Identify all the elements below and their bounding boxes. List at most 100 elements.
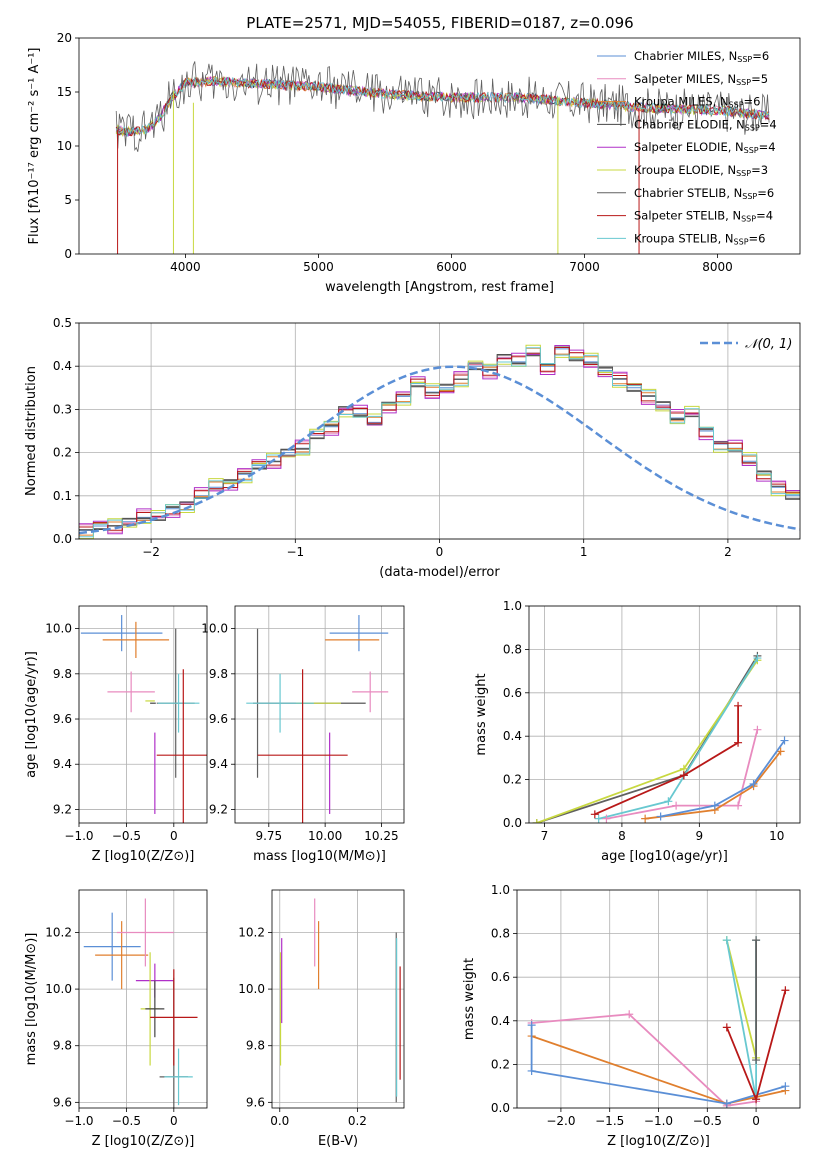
x-tick-label: −1 bbox=[286, 545, 304, 559]
errorbar-point bbox=[257, 669, 348, 823]
weight-series-3 bbox=[594, 705, 739, 816]
weight-marker bbox=[722, 936, 731, 945]
errorbar-point bbox=[116, 898, 174, 967]
y-tick-label: 10 bbox=[57, 139, 72, 153]
y-tick-label: 9.8 bbox=[246, 1039, 265, 1053]
x-axis-label: E(B-V) bbox=[318, 1134, 358, 1149]
histogram-series-7 bbox=[79, 347, 800, 531]
y-tick-label: 9.2 bbox=[209, 802, 228, 816]
y-tick-label: 9.4 bbox=[53, 757, 72, 771]
errorbar-point bbox=[80, 615, 163, 652]
y-tick-label: 0.8 bbox=[491, 927, 510, 941]
y-tick-label: 0.8 bbox=[503, 642, 522, 656]
weight-marker bbox=[602, 814, 611, 823]
y-tick-label: 0.6 bbox=[503, 686, 522, 700]
x-tick-label: 2 bbox=[724, 545, 732, 559]
y-tick-label: 0.2 bbox=[491, 1057, 510, 1071]
y-tick-label: 9.6 bbox=[53, 712, 72, 726]
axes-frame bbox=[271, 889, 405, 1109]
y-tick-label: 0.2 bbox=[53, 446, 72, 460]
errorbar-point bbox=[95, 921, 149, 990]
weight-series-6 bbox=[660, 739, 786, 818]
y-axis-label: mass [log10(M/M⊙)] bbox=[24, 933, 39, 1066]
plot-area bbox=[79, 344, 800, 539]
legend-label-1: Salpeter MILES, NSSP=5 bbox=[634, 72, 768, 87]
x-tick-label: 0 bbox=[436, 545, 444, 559]
x-tick-label: 9 bbox=[696, 829, 704, 843]
x-axis-label: mass [log10(M/M⊙)] bbox=[253, 849, 386, 864]
weight-marker bbox=[780, 736, 789, 745]
legend-label-0: Chabrier MILES, NSSP=6 bbox=[634, 49, 769, 64]
y-tick-label: 0.0 bbox=[503, 816, 522, 830]
x-axis-label: (data-model)/error bbox=[379, 565, 500, 580]
y-tick-label: 10.2 bbox=[45, 925, 72, 939]
x-tick-label: 0 bbox=[170, 829, 178, 843]
x-axis-label: Z [log10(Z/Z⊙)] bbox=[92, 849, 195, 864]
plot-area bbox=[246, 615, 389, 823]
y-tick-label: 10.0 bbox=[238, 982, 265, 996]
y-tick-label: 0.5 bbox=[53, 316, 72, 330]
weight-marker bbox=[679, 771, 688, 780]
figure-title: PLATE=2571, MJD=54055, FIBERID=0187, z=0… bbox=[246, 14, 633, 32]
y-tick-label: 0.3 bbox=[53, 402, 72, 416]
x-tick-label: 10.25 bbox=[364, 829, 398, 843]
histogram-series-8 bbox=[79, 347, 800, 538]
x-tick-label: 8000 bbox=[702, 260, 733, 274]
y-axis-label: Flux [fλ10⁻¹⁷ erg cm⁻² s⁻¹ A⁻¹] bbox=[27, 48, 42, 245]
panel-residual-histogram: 𝒩(0, 1) −2 −1 0 1 2 0.0 0.1 0.2 0.3 0.4 0.5 (data-mo… bbox=[24, 316, 801, 580]
legend-label-4: Salpeter ELODIE, NSSP=4 bbox=[634, 140, 776, 155]
x-tick-label: −0.5 bbox=[112, 829, 141, 843]
x-tick-label: 4000 bbox=[170, 260, 201, 274]
weight-marker bbox=[625, 1010, 634, 1019]
x-tick-label: −0.5 bbox=[112, 1114, 141, 1128]
y-tick-label: 0.4 bbox=[53, 359, 72, 373]
y-tick-label: 0.4 bbox=[491, 1014, 510, 1028]
y-tick-label: 10.0 bbox=[45, 982, 72, 996]
x-tick-label: 6000 bbox=[436, 260, 467, 274]
weight-marker bbox=[753, 725, 762, 734]
weight-marker bbox=[781, 986, 790, 995]
panel-age-vs-mass: 9.75 10.00 10.25 9.2 9.4 9.6 9.8 10.0 mass [log1… bbox=[201, 605, 405, 864]
panel-mass-weight-vs-age: 7 8 9 10 0.0 0.2 0.4 0.6 0.8 1.0 age [log10(age/yr… bbox=[474, 599, 801, 864]
weight-marker bbox=[781, 1082, 790, 1091]
weight-marker bbox=[752, 1095, 761, 1104]
axes-frame bbox=[234, 605, 405, 824]
y-tick-label: 9.8 bbox=[53, 1039, 72, 1053]
legend-label-5: Kroupa ELODIE, NSSP=3 bbox=[634, 163, 768, 178]
x-axis-label: age [log10(age/yr)] bbox=[601, 849, 728, 864]
y-tick-label: 0.1 bbox=[53, 489, 72, 503]
weight-marker bbox=[641, 814, 650, 823]
axes-frame bbox=[528, 605, 801, 824]
legend-label-8: Kroupa STELIB, NSSP=6 bbox=[634, 231, 765, 246]
plot-area bbox=[80, 615, 207, 823]
x-axis-label: Z [log10(Z/Z⊙)] bbox=[92, 1134, 195, 1149]
spectrum-series-6 bbox=[115, 61, 770, 152]
weight-marker bbox=[532, 819, 541, 823]
x-tick-label: −1.5 bbox=[595, 1114, 624, 1128]
errorbar-point bbox=[107, 671, 155, 713]
x-tick-label: 7000 bbox=[569, 260, 600, 274]
x-tick-label: 9.75 bbox=[255, 829, 282, 843]
plot-area bbox=[279, 898, 401, 1103]
x-tick-label: −1.0 bbox=[644, 1114, 673, 1128]
weight-marker bbox=[722, 1023, 731, 1032]
weight-marker bbox=[734, 738, 743, 747]
y-axis-label: mass weight bbox=[462, 958, 477, 1040]
x-tick-label: 0 bbox=[752, 1114, 760, 1128]
panel-mass-vs-EBV: 0.0 0.2 9.6 9.8 10.0 10.2 E(B-V) bbox=[238, 889, 405, 1149]
x-tick-label: 8 bbox=[618, 829, 626, 843]
weight-series-5 bbox=[644, 750, 782, 820]
spectrum-series-8 bbox=[115, 76, 770, 136]
weight-marker bbox=[672, 801, 681, 810]
y-axis-label: mass weight bbox=[474, 673, 489, 755]
weight-marker bbox=[749, 779, 758, 788]
y-tick-label: 0.6 bbox=[491, 970, 510, 984]
errorbar-point bbox=[352, 671, 389, 713]
legend-label-7: Salpeter STELIB, NSSP=4 bbox=[634, 209, 773, 224]
weight-series-1 bbox=[536, 659, 759, 823]
x-tick-label: 0.0 bbox=[270, 1114, 289, 1128]
plot-area bbox=[115, 61, 770, 254]
x-tick-label: 1 bbox=[580, 545, 588, 559]
